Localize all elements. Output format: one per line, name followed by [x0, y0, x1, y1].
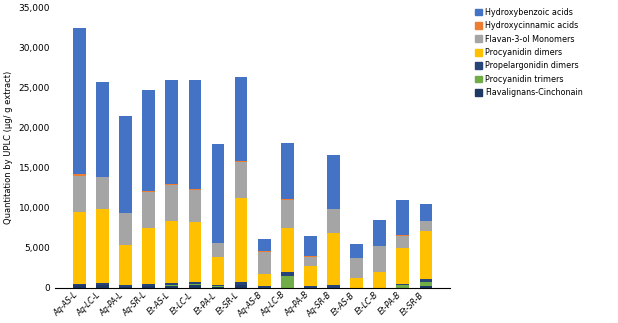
Bar [350, 278, 363, 288]
Bar [373, 272, 386, 288]
Bar [281, 199, 294, 200]
Bar [96, 177, 109, 209]
Bar [235, 198, 247, 282]
Bar [211, 285, 224, 286]
Bar [119, 213, 132, 214]
Bar [188, 80, 201, 189]
Bar [188, 284, 201, 285]
Bar [142, 284, 155, 286]
Bar [211, 144, 224, 243]
Bar [420, 286, 432, 288]
Bar [166, 283, 178, 285]
Bar [166, 80, 178, 184]
Bar [166, 184, 178, 221]
Bar [211, 243, 224, 257]
Bar [188, 190, 201, 222]
Bar [119, 245, 132, 285]
Bar [258, 239, 271, 251]
Bar [397, 285, 409, 288]
Bar [166, 221, 178, 283]
Bar [304, 286, 317, 288]
Bar [73, 28, 86, 174]
Bar [304, 266, 317, 286]
Bar [350, 258, 363, 278]
Bar [119, 116, 132, 213]
Bar [235, 77, 247, 161]
Bar [96, 283, 109, 285]
Bar [188, 222, 201, 282]
Bar [119, 287, 132, 288]
Bar [327, 285, 340, 288]
Bar [166, 285, 178, 286]
Bar [420, 221, 432, 231]
Bar [258, 274, 271, 286]
Bar [188, 285, 201, 288]
Bar [142, 90, 155, 191]
Bar [281, 200, 294, 228]
Bar [420, 279, 432, 282]
Bar [258, 252, 271, 274]
Bar [397, 248, 409, 284]
Bar [73, 212, 86, 284]
Bar [373, 246, 386, 272]
Bar [73, 174, 86, 176]
Bar [73, 284, 86, 285]
Bar [235, 161, 247, 162]
Y-axis label: Quantitation by UPLC (μg/ g extract): Quantitation by UPLC (μg/ g extract) [4, 71, 13, 224]
Bar [235, 162, 247, 198]
Bar [96, 285, 109, 288]
Bar [420, 231, 432, 279]
Bar [96, 82, 109, 177]
Bar [258, 286, 271, 288]
Bar [235, 282, 247, 285]
Bar [397, 200, 409, 235]
Bar [281, 228, 294, 272]
Bar [420, 282, 432, 286]
Bar [166, 286, 178, 288]
Bar [281, 272, 294, 276]
Bar [258, 251, 271, 252]
Bar [211, 286, 224, 287]
Bar [188, 282, 201, 284]
Bar [73, 176, 86, 212]
Bar [188, 189, 201, 190]
Bar [142, 286, 155, 288]
Bar [281, 143, 294, 199]
Bar [327, 155, 340, 209]
Bar [119, 285, 132, 287]
Bar [142, 192, 155, 228]
Bar [142, 228, 155, 284]
Bar [211, 287, 224, 288]
Bar [397, 284, 409, 285]
Bar [327, 209, 340, 233]
Bar [281, 276, 294, 288]
Bar [350, 244, 363, 258]
Bar [397, 235, 409, 236]
Bar [142, 191, 155, 192]
Bar [327, 233, 340, 285]
Bar [73, 285, 86, 288]
Bar [304, 236, 317, 256]
Bar [304, 256, 317, 266]
Legend: Hydroxybenzoic acids, Hydroxycinnamic acids, Flavan-3-ol Monomers, Procyanidin d: Hydroxybenzoic acids, Hydroxycinnamic ac… [473, 6, 585, 99]
Bar [373, 220, 386, 246]
Bar [420, 204, 432, 221]
Bar [119, 214, 132, 245]
Bar [211, 257, 224, 285]
Bar [235, 285, 247, 288]
Bar [397, 236, 409, 248]
Bar [96, 209, 109, 283]
